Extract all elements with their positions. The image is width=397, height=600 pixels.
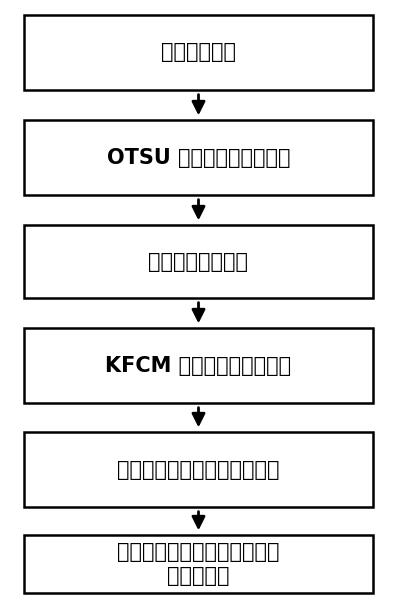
Bar <box>24 120 373 195</box>
Text: 中值滤波去除噪声: 中值滤波去除噪声 <box>148 251 249 271</box>
Text: KFCM 分割肌肉与脂肪组织: KFCM 分割肌肉与脂肪组织 <box>106 355 291 376</box>
Bar <box>24 328 373 403</box>
Text: 肌肉颜色、大理石纹和纹理特
征参数提取: 肌肉颜色、大理石纹和纹理特 征参数提取 <box>117 542 280 586</box>
Text: 猪肉眼肌图像: 猪肉眼肌图像 <box>161 43 236 62</box>
Bar <box>24 225 373 298</box>
Bar <box>24 535 373 593</box>
Text: OTSU 自适应阈值法去背景: OTSU 自适应阈值法去背景 <box>107 148 290 167</box>
Bar <box>24 432 373 507</box>
Bar <box>24 15 373 90</box>
Text: 改进分水岭提取背最长肌区域: 改进分水岭提取背最长肌区域 <box>117 460 280 479</box>
